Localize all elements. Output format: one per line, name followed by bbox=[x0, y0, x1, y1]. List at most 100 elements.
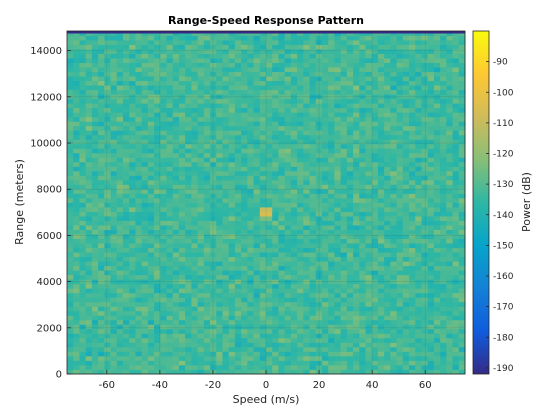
heatmap-cell bbox=[160, 184, 167, 190]
heatmap-cell bbox=[259, 229, 267, 235]
heatmap-cell bbox=[402, 261, 410, 267]
heatmap-cell bbox=[197, 360, 205, 366]
heatmap-cell bbox=[297, 229, 304, 235]
heatmap-cell bbox=[222, 274, 230, 280]
heatmap-cell bbox=[216, 355, 223, 361]
heatmap-cell bbox=[160, 265, 167, 271]
heatmap-cell bbox=[278, 179, 286, 185]
heatmap-cell bbox=[98, 40, 105, 45]
heatmap-cell bbox=[147, 364, 155, 370]
heatmap-cell bbox=[427, 67, 435, 73]
heatmap-cell bbox=[210, 193, 217, 199]
heatmap-cell bbox=[203, 184, 211, 190]
heatmap-cell bbox=[334, 364, 342, 370]
heatmap-cell bbox=[178, 288, 186, 294]
heatmap-cell bbox=[359, 346, 366, 352]
heatmap-cell bbox=[122, 319, 130, 325]
heatmap-cell bbox=[365, 193, 373, 199]
heatmap-cell bbox=[297, 44, 304, 50]
heatmap-cell bbox=[197, 265, 205, 271]
heatmap-cell bbox=[166, 143, 174, 149]
heatmap-cell bbox=[191, 148, 198, 154]
heatmap-cell bbox=[129, 238, 136, 244]
heatmap-cell bbox=[154, 103, 161, 109]
heatmap-cell bbox=[67, 274, 74, 280]
heatmap-cell bbox=[334, 346, 342, 352]
heatmap-cell bbox=[458, 270, 466, 276]
heatmap-cell bbox=[135, 315, 143, 321]
heatmap-cell bbox=[135, 243, 143, 249]
heatmap-cell bbox=[210, 157, 217, 163]
heatmap-cell bbox=[129, 220, 136, 226]
heatmap-cell bbox=[409, 184, 416, 190]
heatmap-cell bbox=[154, 202, 161, 208]
heatmap-cell bbox=[147, 333, 155, 339]
heatmap-cell bbox=[135, 369, 143, 375]
heatmap-cell bbox=[197, 35, 205, 41]
heatmap-cell bbox=[116, 40, 124, 45]
heatmap-cell bbox=[79, 188, 87, 194]
heatmap-cell bbox=[396, 310, 404, 316]
heatmap-cell bbox=[321, 288, 329, 294]
heatmap-cell bbox=[203, 229, 211, 235]
heatmap-cell bbox=[241, 261, 248, 267]
heatmap-cell bbox=[79, 58, 87, 63]
heatmap-cell bbox=[247, 107, 254, 113]
heatmap-cell bbox=[433, 369, 441, 375]
heatmap-cell bbox=[334, 315, 342, 321]
heatmap-cell bbox=[191, 297, 198, 303]
heatmap-cell bbox=[85, 157, 93, 163]
heatmap-cell bbox=[253, 148, 261, 154]
heatmap-cell bbox=[384, 364, 391, 370]
heatmap-cell bbox=[228, 337, 236, 343]
heatmap-cell bbox=[110, 274, 118, 280]
heatmap-cell bbox=[203, 355, 211, 361]
heatmap-cell bbox=[98, 333, 105, 339]
heatmap-cell bbox=[154, 333, 161, 339]
heatmap-cell bbox=[73, 225, 80, 230]
heatmap-cell bbox=[116, 80, 124, 86]
heatmap-cell bbox=[321, 297, 329, 303]
heatmap-cell bbox=[122, 76, 130, 82]
heatmap-cell bbox=[415, 274, 422, 280]
heatmap-cell bbox=[421, 175, 429, 181]
heatmap-cell bbox=[409, 71, 416, 77]
heatmap-cell bbox=[365, 247, 373, 253]
heatmap-cell bbox=[197, 274, 205, 280]
heatmap-cell bbox=[297, 216, 304, 221]
heatmap-cell bbox=[303, 315, 310, 321]
heatmap-cell bbox=[228, 175, 236, 181]
heatmap-cell bbox=[203, 234, 211, 240]
heatmap-cell bbox=[253, 328, 261, 334]
heatmap-cell bbox=[178, 35, 186, 41]
colorbar-tick-label: -100 bbox=[493, 88, 514, 98]
heatmap-cell bbox=[297, 292, 304, 298]
heatmap-cell bbox=[228, 283, 236, 289]
heatmap-cell bbox=[328, 130, 335, 136]
heatmap-cell bbox=[110, 166, 118, 172]
heatmap-cell bbox=[315, 112, 323, 118]
heatmap-cell bbox=[122, 49, 130, 54]
heatmap-cell bbox=[440, 188, 447, 194]
heatmap-cell bbox=[166, 58, 174, 63]
y-tick-label: 14000 bbox=[30, 46, 62, 57]
heatmap-cell bbox=[185, 360, 192, 366]
heatmap-cell bbox=[433, 112, 441, 118]
heatmap-cell bbox=[334, 103, 342, 109]
heatmap-cell bbox=[402, 270, 410, 276]
heatmap-cell bbox=[147, 355, 155, 361]
heatmap-cell bbox=[178, 328, 186, 334]
heatmap-cell bbox=[216, 283, 223, 289]
heatmap-cell bbox=[409, 161, 416, 167]
heatmap-cell bbox=[377, 44, 385, 50]
heatmap-cell bbox=[91, 229, 99, 235]
heatmap-cell bbox=[147, 220, 155, 226]
heatmap-cell bbox=[278, 211, 286, 217]
heatmap-cell bbox=[353, 220, 360, 226]
heatmap-cell bbox=[166, 247, 174, 253]
heatmap-cell bbox=[377, 94, 385, 100]
heatmap-cell bbox=[116, 360, 124, 366]
heatmap-cell bbox=[440, 202, 447, 208]
heatmap-cell bbox=[328, 328, 335, 334]
heatmap-cell bbox=[147, 175, 155, 181]
